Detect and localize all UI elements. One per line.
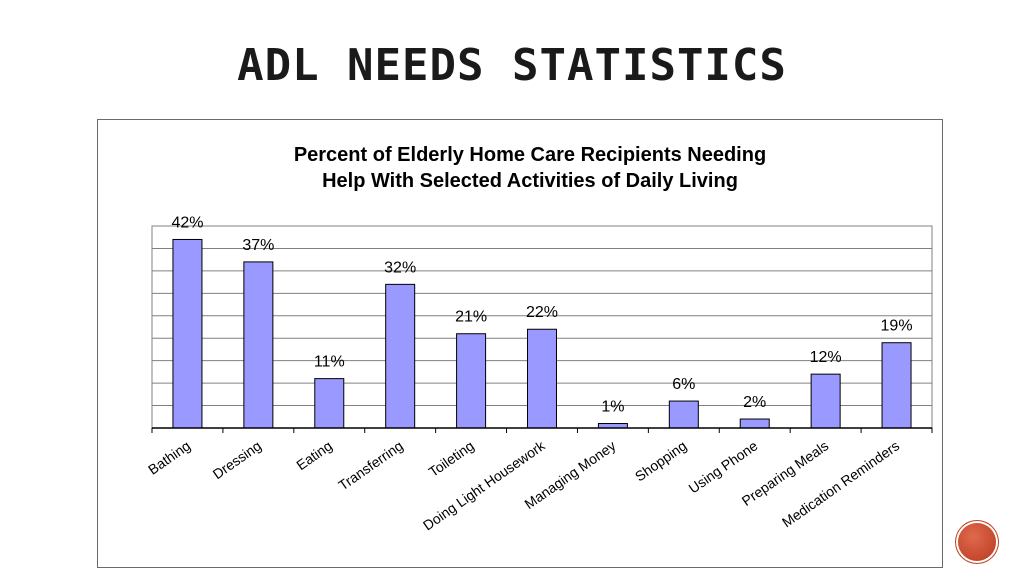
data-label-5: 22% bbox=[526, 304, 558, 321]
data-label-8: 2% bbox=[743, 394, 766, 411]
bar-7 bbox=[668, 400, 699, 429]
category-label-3: Transferring bbox=[335, 437, 406, 493]
category-label-10: Medication Reminders bbox=[779, 437, 902, 530]
bar-2 bbox=[314, 378, 345, 429]
plot-area: 42% Bathing 37% Dressing 11% Eating 32% Transfe… bbox=[145, 214, 933, 534]
category-label-2: Eating bbox=[293, 437, 335, 473]
data-label-2: 11% bbox=[314, 354, 345, 371]
category-label-1: Dressing bbox=[210, 437, 264, 482]
data-label-3: 32% bbox=[384, 259, 416, 276]
bar-4 bbox=[456, 333, 487, 429]
bar-8 bbox=[739, 418, 770, 429]
data-label-7: 6% bbox=[672, 376, 695, 393]
chart-frame: Percent of Elderly Home Care Recipients … bbox=[97, 119, 943, 568]
bar-5 bbox=[527, 328, 557, 429]
category-label-7: Shopping bbox=[632, 437, 690, 484]
page-number-badge bbox=[958, 523, 996, 561]
bar-chart: Percent of Elderly Home Care Recipients … bbox=[145, 144, 933, 534]
bar-3 bbox=[385, 283, 416, 429]
slide-title: ADL NEEDS STATISTICS bbox=[237, 40, 787, 91]
data-label-9: 12% bbox=[810, 349, 842, 366]
bar-0 bbox=[172, 238, 203, 429]
category-label-4: Toileting bbox=[426, 437, 477, 480]
chart-title-line-2: Help With Selected Activities of Daily L… bbox=[322, 170, 738, 192]
data-label-0: 42% bbox=[171, 214, 203, 231]
bar-9 bbox=[810, 373, 841, 429]
data-label-10: 19% bbox=[881, 318, 913, 335]
data-label-1: 37% bbox=[242, 237, 274, 254]
data-label-6: 1% bbox=[601, 399, 624, 416]
category-label-0: Bathing bbox=[145, 437, 193, 477]
data-label-4: 21% bbox=[455, 309, 487, 326]
bar-1 bbox=[243, 261, 274, 429]
chart-title-line-1: Percent of Elderly Home Care Recipients … bbox=[294, 144, 766, 166]
bar-10 bbox=[881, 342, 912, 429]
category-label-5: Doing Light Housework bbox=[420, 437, 549, 534]
